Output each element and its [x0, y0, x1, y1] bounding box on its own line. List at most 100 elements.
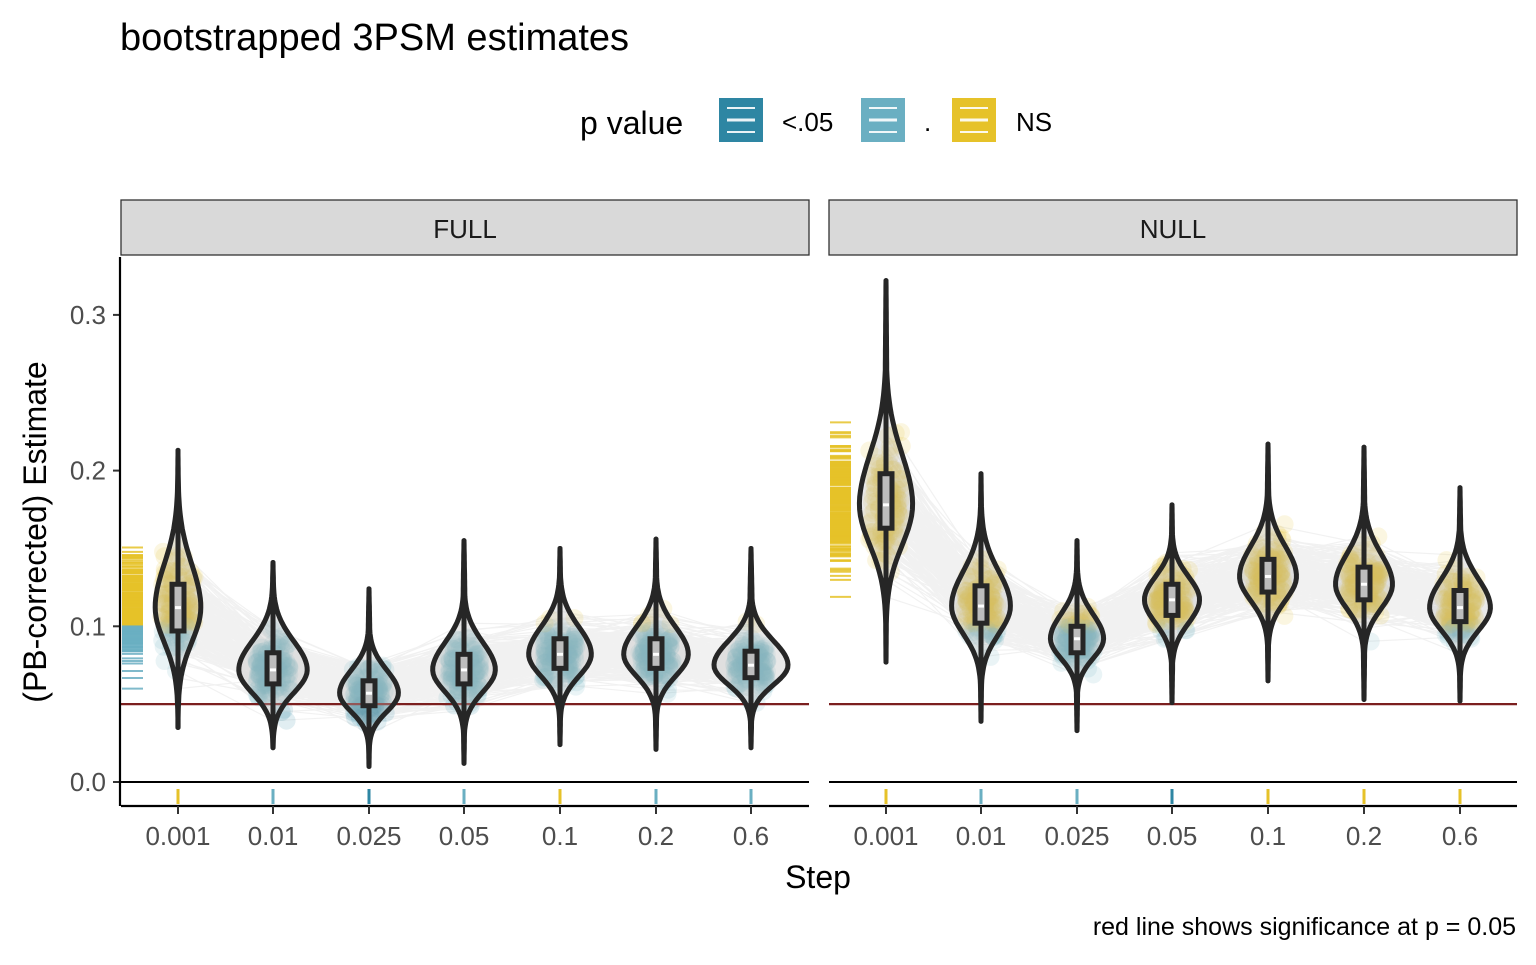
bootstrap-point	[154, 594, 173, 613]
bootstrap-point	[757, 652, 776, 671]
bootstrap-point	[470, 657, 489, 676]
bootstrap-point	[734, 632, 753, 651]
bottom-rug-tick	[558, 789, 562, 804]
bootstrap-point	[1368, 561, 1387, 580]
y-tick-label: 0.0	[70, 767, 106, 797]
bootstrap-point	[1370, 568, 1389, 587]
bootstrap-point	[1084, 625, 1103, 644]
bootstrap-point	[956, 590, 975, 609]
bootstrap-point	[465, 637, 484, 656]
bootstrap-point	[345, 675, 364, 694]
x-tick-label: 0.1	[542, 821, 578, 851]
bootstrap-point	[1083, 621, 1102, 640]
bootstrap-point	[154, 594, 173, 613]
bootstrap-point	[345, 674, 364, 693]
bootstrap-point	[957, 607, 976, 626]
bootstrap-point	[660, 657, 679, 676]
x-tick-label: 0.1	[1250, 821, 1286, 851]
bootstrap-point	[1371, 581, 1390, 600]
panel-body	[829, 278, 1517, 734]
bottom-rug-tick	[1362, 789, 1366, 804]
bootstrap-point	[374, 672, 393, 691]
bootstrap-point	[470, 661, 489, 680]
bootstrap-point	[660, 656, 679, 675]
bootstrap-point	[565, 630, 584, 649]
bootstrap-point	[987, 608, 1006, 627]
bootstrap-point	[1466, 610, 1485, 629]
bootstrap-point	[961, 567, 980, 586]
bootstrap-point	[1244, 562, 1263, 581]
bootstrap-point	[869, 454, 888, 473]
violin-group	[1047, 538, 1107, 734]
bootstrap-point	[1081, 628, 1100, 647]
bottom-rug-tick	[884, 789, 888, 804]
bootstrap-point	[566, 629, 585, 648]
bootstrap-point	[565, 633, 584, 652]
bootstrap-point	[1368, 572, 1387, 591]
violin-group	[430, 538, 498, 766]
bootstrap-point	[536, 646, 555, 665]
bootstrap-point	[662, 629, 681, 648]
bootstrap-point	[1436, 603, 1455, 622]
bootstrap-point	[1465, 606, 1484, 625]
bootstrap-point	[1084, 628, 1103, 647]
bootstrap-point	[660, 669, 679, 688]
bootstrap-point	[439, 663, 458, 682]
bootstrap-point	[349, 657, 368, 676]
bootstrap-point	[249, 664, 268, 683]
bootstrap-point	[278, 665, 297, 684]
bootstrap-point	[985, 591, 1004, 610]
bootstrap-point	[1051, 626, 1070, 645]
bootstrap-point	[1148, 598, 1167, 617]
bottom-rug-tick	[749, 789, 753, 804]
bootstrap-point	[1272, 567, 1291, 586]
bootstrap-point	[663, 651, 682, 670]
bootstrap-point	[727, 647, 746, 666]
bootstrap-point	[536, 667, 555, 686]
bootstrap-point	[536, 653, 555, 672]
bootstrap-point	[566, 650, 585, 669]
bootstrap-point	[440, 663, 459, 682]
bootstrap-point	[537, 647, 556, 666]
bootstrap-point	[756, 641, 775, 660]
bootstrap-point	[1178, 582, 1197, 601]
legend-label: NS	[1016, 107, 1052, 137]
bootstrap-point	[1154, 619, 1173, 638]
bootstrap-point	[440, 651, 459, 670]
bootstrap-point	[471, 661, 490, 680]
bootstrap-point	[1053, 628, 1072, 647]
y-tick-label: 0.3	[70, 300, 106, 330]
bootstrap-point	[726, 648, 745, 667]
bootstrap-point	[440, 659, 459, 678]
bootstrap-point	[1370, 561, 1389, 580]
panel-null: NULL	[828, 199, 1518, 734]
bootstrap-point	[867, 457, 886, 476]
bootstrap-point	[1467, 585, 1486, 604]
bootstrap-point	[182, 587, 201, 606]
bootstrap-point	[1339, 565, 1358, 584]
bootstrap-point	[346, 702, 365, 721]
bootstrap-point	[1146, 591, 1165, 610]
bootstrap-point	[891, 491, 910, 510]
bootstrap-point	[988, 596, 1007, 615]
x-tick-label: 0.001	[145, 821, 210, 851]
bootstrap-point	[862, 512, 881, 531]
bootstrap-point	[446, 637, 465, 656]
bootstrap-point	[374, 675, 393, 694]
bootstrap-point	[1273, 574, 1292, 593]
bootstrap-point	[1272, 580, 1291, 599]
bootstrap-point	[956, 586, 975, 605]
bootstrap-point	[1466, 589, 1485, 608]
bootstrap-point	[470, 659, 489, 678]
legend: p value <.05. NS	[580, 98, 1052, 142]
bootstrap-point	[470, 650, 489, 669]
bottom-rug-tick	[176, 789, 180, 804]
bootstrap-point	[445, 635, 464, 654]
bootstrap-point	[1272, 562, 1291, 581]
iqr-box	[877, 471, 895, 531]
x-tick-label: 0.01	[248, 821, 299, 851]
bootstrap-point	[182, 601, 201, 620]
bootstrap-point	[725, 660, 744, 679]
bootstrap-point	[863, 487, 882, 506]
bootstrap-point	[438, 649, 457, 668]
